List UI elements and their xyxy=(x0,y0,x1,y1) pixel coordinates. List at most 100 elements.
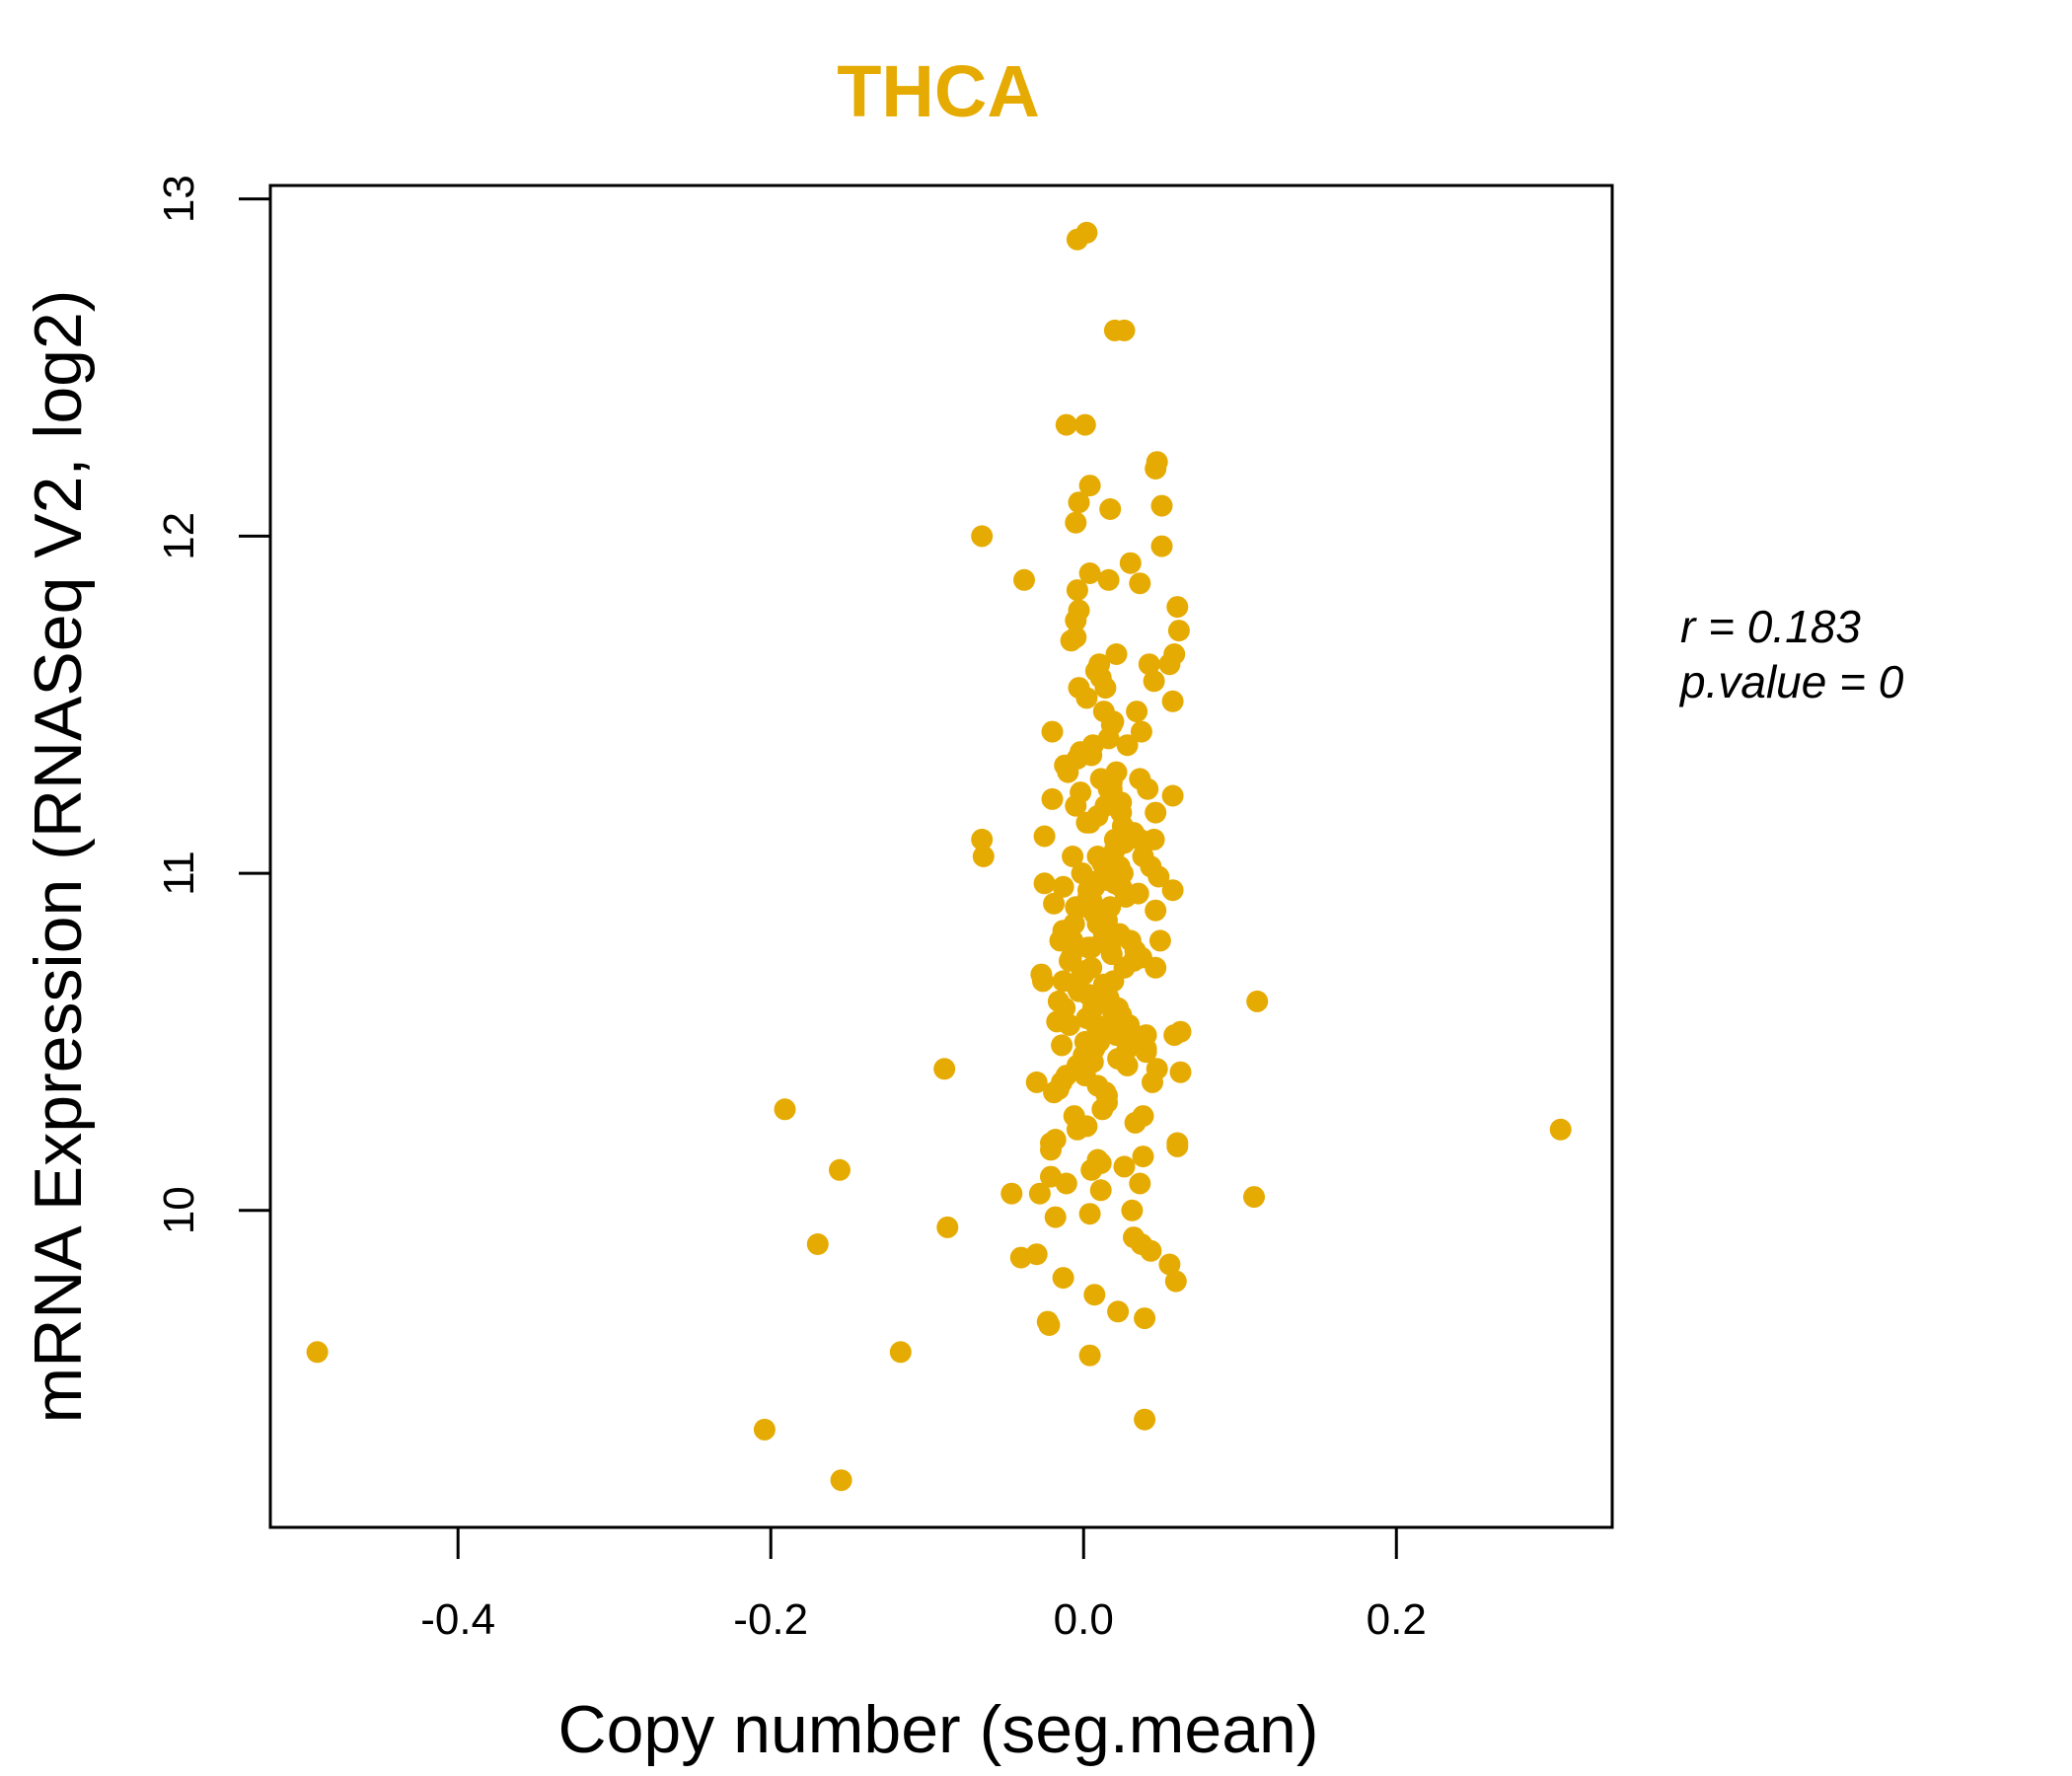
data-point xyxy=(1113,1155,1136,1178)
chart-title: THCA xyxy=(837,50,1040,132)
data-point xyxy=(1028,1182,1051,1205)
data-point xyxy=(1066,579,1088,602)
data-points xyxy=(306,221,1572,1492)
data-point xyxy=(1075,221,1098,244)
data-point xyxy=(1062,846,1084,867)
data-point xyxy=(806,1233,829,1255)
data-point xyxy=(774,1098,796,1121)
data-point xyxy=(1051,1071,1073,1093)
data-point xyxy=(1070,781,1092,804)
data-point xyxy=(1146,1058,1168,1080)
data-point xyxy=(1092,916,1115,938)
data-point xyxy=(1030,963,1053,986)
data-point xyxy=(1086,1024,1109,1047)
data-point xyxy=(1130,720,1152,743)
x-axis: -0.4 -0.2 0.0 0.2 xyxy=(420,1525,1427,1644)
data-point xyxy=(1107,997,1130,1019)
data-point xyxy=(1161,879,1184,902)
data-point xyxy=(1025,1243,1048,1266)
data-point xyxy=(1121,1199,1144,1221)
data-point xyxy=(1161,690,1184,712)
data-point xyxy=(1132,1105,1154,1128)
data-point xyxy=(1158,1253,1181,1276)
data-point xyxy=(1052,875,1074,898)
data-point xyxy=(1088,984,1111,1006)
y-axis-title: mRNA Expression (RNASeq V2, log2) xyxy=(21,290,96,1424)
data-point xyxy=(1097,727,1120,750)
y-tick-label: 13 xyxy=(155,175,203,223)
data-point xyxy=(1145,458,1167,480)
data-point xyxy=(1038,1314,1061,1336)
data-point xyxy=(1134,1408,1156,1431)
x-tick-label: -0.4 xyxy=(420,1595,495,1644)
data-point xyxy=(1041,787,1064,810)
data-point xyxy=(1150,535,1173,557)
data-point xyxy=(1167,620,1190,642)
data-point xyxy=(1051,1034,1073,1057)
data-point xyxy=(1055,1172,1077,1195)
data-point xyxy=(1066,747,1088,770)
data-point xyxy=(1124,1030,1147,1053)
data-point xyxy=(829,1158,851,1181)
data-point xyxy=(1113,319,1136,341)
data-point xyxy=(1052,1267,1074,1290)
data-point xyxy=(1075,1007,1098,1029)
data-point xyxy=(1145,956,1167,979)
data-point xyxy=(1080,889,1103,912)
data-point xyxy=(1166,596,1189,619)
y-axis: 10 11 12 13 xyxy=(155,175,272,1234)
data-point xyxy=(1040,1132,1062,1154)
data-point xyxy=(1119,552,1142,574)
data-point xyxy=(1145,801,1167,824)
data-point xyxy=(936,1216,959,1238)
data-point xyxy=(1138,653,1160,676)
data-point xyxy=(1063,1105,1085,1128)
data-point xyxy=(1126,701,1148,723)
data-point xyxy=(1066,977,1088,999)
data-point xyxy=(1116,1054,1139,1076)
data-point xyxy=(1116,734,1139,757)
data-point xyxy=(1102,710,1125,733)
data-point xyxy=(1033,872,1056,895)
data-point xyxy=(1083,1284,1106,1306)
data-point xyxy=(1075,687,1098,709)
data-point xyxy=(1089,1152,1112,1174)
data-point xyxy=(972,846,995,867)
x-tick-label: 0.2 xyxy=(1367,1595,1427,1644)
data-point xyxy=(1164,1270,1187,1293)
p-value-label: p.value = 0 xyxy=(1678,656,1904,707)
data-point xyxy=(971,828,994,851)
data-point xyxy=(1129,1172,1151,1195)
data-point xyxy=(1124,939,1147,962)
data-point xyxy=(1110,791,1133,814)
data-point xyxy=(1100,943,1123,966)
data-point xyxy=(1246,990,1269,1012)
data-point xyxy=(1094,677,1117,700)
data-point xyxy=(1140,1239,1162,1262)
x-tick-label: -0.2 xyxy=(733,1595,808,1644)
data-point xyxy=(830,1469,852,1492)
data-point xyxy=(1145,899,1167,922)
data-point xyxy=(1033,825,1056,848)
data-point xyxy=(1243,1186,1265,1209)
data-point xyxy=(1055,413,1077,436)
data-point xyxy=(1097,568,1120,591)
data-point xyxy=(1078,1203,1101,1225)
data-point xyxy=(1163,643,1186,665)
data-point xyxy=(1096,1084,1118,1107)
data-point xyxy=(1089,1179,1112,1202)
data-point xyxy=(1088,653,1111,676)
data-point xyxy=(1127,882,1149,905)
data-point xyxy=(889,1341,912,1364)
x-axis-title: Copy number (seg.mean) xyxy=(557,1692,1318,1767)
data-point xyxy=(1077,936,1099,959)
y-tick-label: 12 xyxy=(155,512,203,560)
data-point xyxy=(1065,511,1087,534)
data-point xyxy=(1166,1132,1189,1154)
data-point xyxy=(971,525,994,548)
data-point xyxy=(1078,1344,1101,1367)
x-tick-label: 0.0 xyxy=(1054,1595,1114,1644)
data-point xyxy=(1129,572,1151,595)
data-point xyxy=(1099,498,1122,520)
data-point xyxy=(1105,1024,1128,1047)
